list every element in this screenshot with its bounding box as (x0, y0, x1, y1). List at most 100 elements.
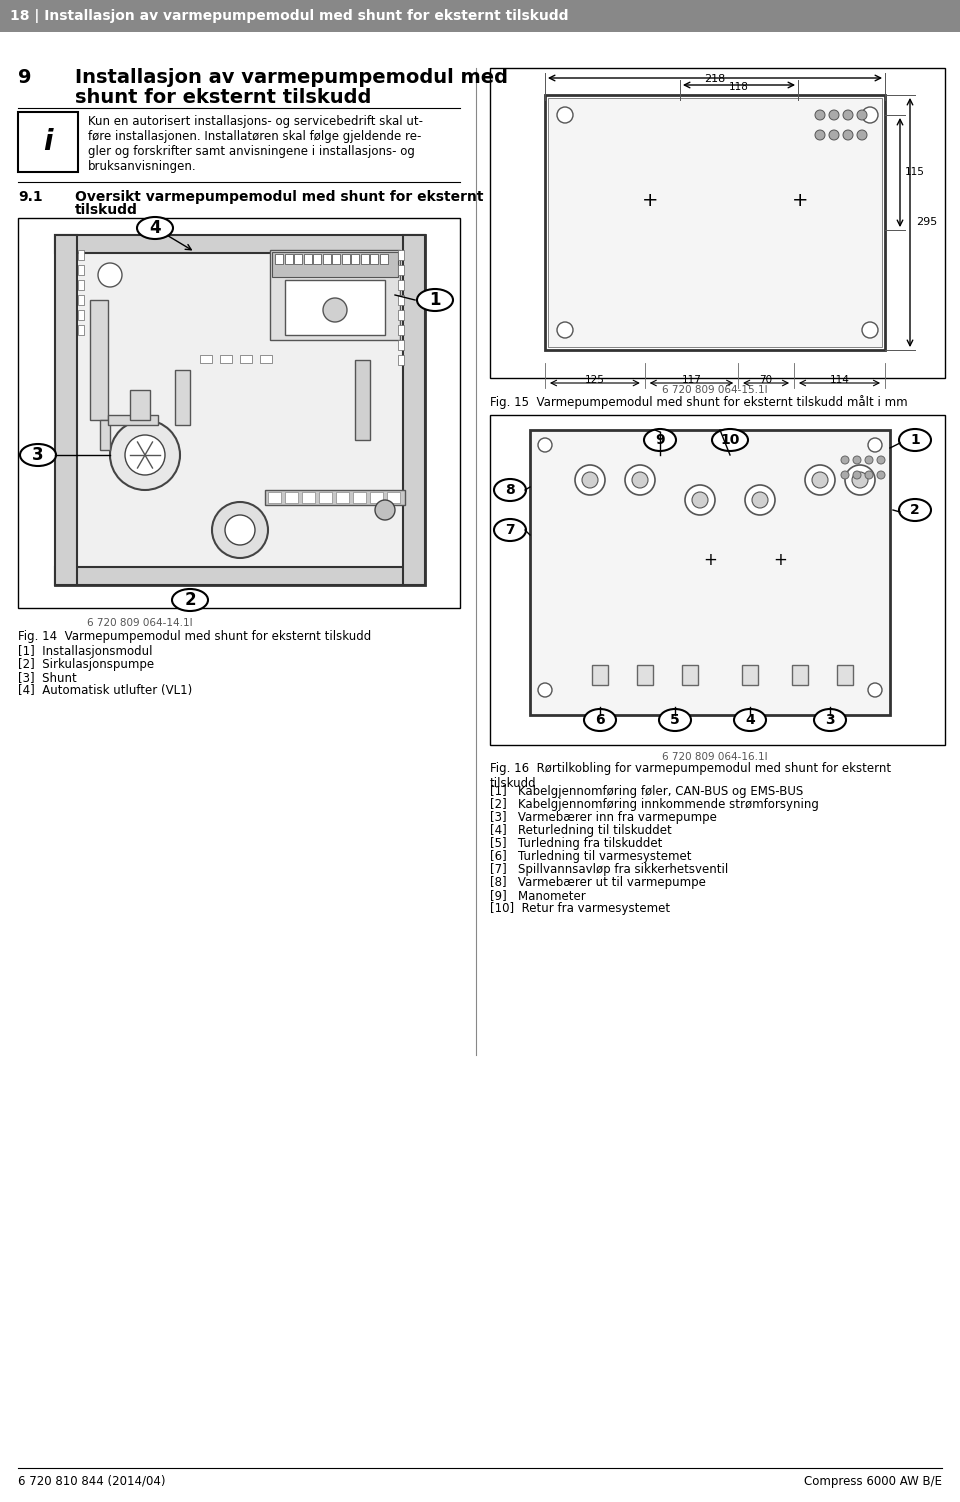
Circle shape (868, 683, 882, 697)
Bar (398, 354, 404, 365)
Bar (78, 324, 84, 335)
Text: 125: 125 (585, 376, 605, 385)
Ellipse shape (417, 288, 453, 311)
Bar (130, 391, 150, 421)
Bar (379, 254, 388, 264)
Text: 3: 3 (826, 713, 835, 727)
Bar (285, 279, 385, 335)
Bar (398, 249, 404, 260)
Bar (302, 493, 315, 503)
Circle shape (845, 466, 875, 496)
Text: [2]   Kabelgjennomføring innkommende strømforsyning: [2] Kabelgjennomføring innkommende strøm… (490, 798, 819, 811)
Circle shape (125, 436, 165, 475)
Bar (285, 493, 298, 503)
Circle shape (829, 131, 839, 140)
Bar (490, 68, 945, 379)
Text: 295: 295 (916, 216, 937, 227)
Text: 117: 117 (682, 376, 702, 385)
Text: Oversikt varmepumpemodul med shunt for eksternt: Oversikt varmepumpemodul med shunt for e… (75, 189, 484, 204)
Text: 6 720 809 064-15.1I: 6 720 809 064-15.1I (662, 385, 768, 395)
Bar (275, 254, 283, 264)
Ellipse shape (137, 216, 173, 239)
Bar (268, 493, 281, 503)
Text: 10: 10 (720, 433, 740, 448)
Ellipse shape (899, 430, 931, 451)
Bar (398, 294, 404, 305)
Circle shape (815, 110, 825, 120)
Text: shunt for eksternt tilskudd: shunt for eksternt tilskudd (75, 89, 372, 107)
Ellipse shape (659, 709, 691, 731)
Circle shape (865, 457, 873, 464)
Bar (55, 234, 425, 252)
Text: [6]   Turledning til varmesystemet: [6] Turledning til varmesystemet (490, 850, 691, 864)
Text: +: + (773, 551, 787, 569)
Circle shape (862, 321, 878, 338)
Bar (361, 254, 369, 264)
Bar (548, 98, 882, 347)
Ellipse shape (172, 589, 208, 611)
Bar (78, 264, 84, 275)
Text: 2: 2 (910, 503, 920, 517)
Text: 9: 9 (18, 68, 32, 87)
Text: 118: 118 (729, 83, 749, 92)
Text: 1: 1 (910, 433, 920, 448)
Circle shape (857, 131, 867, 140)
Circle shape (843, 131, 853, 140)
Bar (78, 279, 84, 290)
Bar (319, 493, 332, 503)
Text: Fig. 16  Rørtilkobling for varmepumpemodul med shunt for eksternt
tilskudd: Fig. 16 Rørtilkobling for varmepumpemodu… (490, 762, 891, 790)
Text: 6 720 809 064-16.1I: 6 720 809 064-16.1I (662, 753, 768, 762)
Bar (742, 665, 758, 685)
Circle shape (323, 297, 347, 321)
Bar (682, 665, 698, 685)
Circle shape (582, 472, 598, 488)
Bar (351, 254, 359, 264)
Text: 8: 8 (505, 484, 515, 497)
Text: Fig. 15  Varmepumpemodul med shunt for eksternt tilskudd målt i mm: Fig. 15 Varmepumpemodul med shunt for ek… (490, 395, 907, 409)
Bar (313, 254, 321, 264)
Text: 4: 4 (745, 713, 755, 727)
Bar (398, 264, 404, 275)
Bar (265, 490, 405, 505)
Bar (260, 354, 272, 363)
Bar (592, 665, 608, 685)
Circle shape (862, 107, 878, 123)
Bar (100, 421, 110, 451)
Bar (336, 493, 349, 503)
Text: tilskudd: tilskudd (75, 203, 138, 216)
Circle shape (625, 466, 655, 496)
Circle shape (538, 683, 552, 697)
Circle shape (857, 110, 867, 120)
Bar (370, 254, 378, 264)
Text: 114: 114 (829, 376, 850, 385)
Circle shape (110, 421, 180, 490)
Circle shape (841, 472, 849, 479)
Bar (398, 279, 404, 290)
Circle shape (575, 466, 605, 496)
Ellipse shape (814, 709, 846, 731)
Text: [2]  Sirkulasjonspumpe: [2] Sirkulasjonspumpe (18, 658, 155, 671)
Bar (220, 354, 232, 363)
Text: 6 720 810 844 (2014/04): 6 720 810 844 (2014/04) (18, 1475, 165, 1488)
Text: 9.1: 9.1 (18, 189, 42, 204)
Text: 115: 115 (905, 167, 924, 177)
Circle shape (557, 321, 573, 338)
Text: 6 720 809 064-14.1I: 6 720 809 064-14.1I (87, 617, 193, 628)
Bar (545, 95, 885, 350)
Circle shape (745, 485, 775, 515)
Ellipse shape (712, 430, 748, 451)
Circle shape (812, 472, 828, 488)
Circle shape (752, 493, 768, 508)
Text: [1]  Installasjonsmodul: [1] Installasjonsmodul (18, 644, 153, 658)
Text: 1: 1 (429, 291, 441, 309)
Bar (78, 309, 84, 320)
Bar (78, 294, 84, 305)
Bar (272, 252, 398, 276)
Bar (90, 300, 108, 421)
Text: 18 | Installasjon av varmepumpemodul med shunt for eksternt tilskudd: 18 | Installasjon av varmepumpemodul med… (10, 9, 568, 23)
Bar (490, 415, 945, 745)
Ellipse shape (584, 709, 616, 731)
Text: [4]  Automatisk utlufter (VL1): [4] Automatisk utlufter (VL1) (18, 683, 192, 697)
Bar (342, 254, 349, 264)
Text: [8]   Varmebærer ut til varmepumpe: [8] Varmebærer ut til varmepumpe (490, 876, 706, 889)
